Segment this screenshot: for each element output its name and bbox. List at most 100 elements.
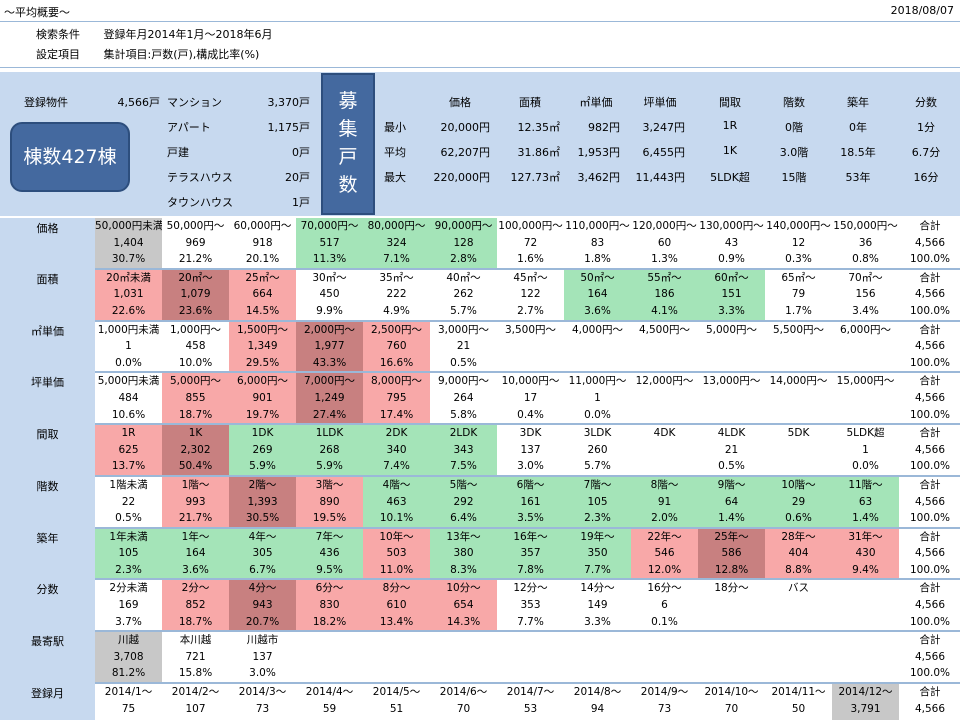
bucket-percent: 30.5% bbox=[229, 510, 296, 529]
bucket-percent: 43.3% bbox=[296, 354, 363, 374]
stat-value: 3.0階 bbox=[779, 146, 809, 159]
bucket-count: 795 bbox=[363, 389, 430, 407]
bucket-count bbox=[631, 338, 698, 355]
total-percent: 100.0% bbox=[899, 302, 960, 322]
stat-value: 0階 bbox=[785, 121, 803, 134]
bucket-label: 4年～ bbox=[229, 527, 296, 546]
bucket-label: 130,000円～ bbox=[699, 220, 764, 232]
bucket-percent: 7.7% bbox=[564, 561, 631, 581]
type-name: マンション bbox=[167, 96, 222, 109]
bucket-percent: 5.7% bbox=[430, 302, 497, 322]
total-label: 合計 bbox=[919, 686, 941, 699]
total-label: 合計 bbox=[919, 427, 941, 440]
bucket-count: 222 bbox=[386, 288, 407, 301]
bucket-label: 9,000円～ bbox=[437, 375, 490, 388]
bucket-percent: 0.5% bbox=[430, 354, 497, 374]
row-label: 面積 bbox=[0, 268, 95, 321]
bucket-percent: 11.3% bbox=[296, 251, 363, 270]
total-percent: 100.0% bbox=[899, 354, 960, 374]
bucket-label: 10,000円～ bbox=[501, 375, 560, 388]
bucket-label: 2014/3～ bbox=[238, 686, 287, 699]
bucket-label: 10年～ bbox=[363, 527, 430, 546]
total-percent: 100.0% bbox=[899, 251, 960, 270]
bucket-count: 1,349 bbox=[229, 338, 296, 355]
bucket-percent bbox=[564, 665, 631, 685]
bucket-percent: 2.7% bbox=[497, 302, 564, 322]
condition-key: 検索条件 bbox=[36, 28, 80, 41]
stat-header: 坪単価 bbox=[643, 96, 677, 109]
bucket-percent: 8.8% bbox=[765, 561, 832, 581]
bucket-percent: 11.0% bbox=[363, 561, 430, 581]
bucket-percent: 0.0% bbox=[564, 406, 631, 426]
bucket-count: 75 bbox=[121, 702, 136, 715]
stat-value: 6,455円 bbox=[642, 146, 686, 159]
bucket-percent: 0.9% bbox=[698, 251, 765, 270]
bucket-count: 21 bbox=[456, 340, 471, 353]
bucket-count: 51 bbox=[389, 702, 404, 715]
total-label: 合計 bbox=[919, 271, 941, 284]
total-percent: 100.0% bbox=[899, 406, 960, 426]
bucket-percent: 17.4% bbox=[363, 406, 430, 426]
bucket-count bbox=[497, 649, 564, 666]
stat-value: 20,000円 bbox=[440, 121, 491, 134]
bucket-count: 161 bbox=[497, 493, 564, 511]
bucket-percent: 3.4% bbox=[832, 302, 899, 322]
bucket-count: 458 bbox=[185, 340, 206, 353]
bucket-percent: 18.7% bbox=[162, 613, 229, 633]
stat-value: 15階 bbox=[781, 171, 807, 184]
bucket-percent bbox=[564, 354, 631, 374]
bucket-count: 430 bbox=[832, 545, 899, 562]
bucket-count: 269 bbox=[229, 441, 296, 459]
conditions-panel: 検索条件 登録年月2014年1月～2018年6月 設定項目 集計項目:戸数(戸)… bbox=[0, 22, 960, 68]
stat-value: 1K bbox=[722, 144, 738, 157]
bucket-count: 721 bbox=[185, 650, 206, 663]
bucket-label bbox=[564, 631, 631, 649]
bucket-count: 3,791 bbox=[832, 700, 899, 718]
bucket-percent: 19.7% bbox=[229, 406, 296, 426]
stat-header: 階数 bbox=[783, 96, 805, 109]
bucket-label: 12分～ bbox=[513, 582, 548, 595]
bucket-label: 100,000円～ bbox=[498, 220, 563, 232]
bucket-percent: 4.1% bbox=[631, 302, 698, 322]
bucket-count: 324 bbox=[363, 234, 430, 252]
bucket-count bbox=[765, 390, 832, 407]
total-count: 4,566 bbox=[914, 599, 946, 612]
bucket-percent: 3.0% bbox=[497, 458, 564, 477]
bucket-count: 137 bbox=[252, 650, 273, 663]
bucket-label: 5,000円～ bbox=[705, 323, 758, 336]
bucket-percent: 21.2% bbox=[162, 251, 229, 270]
bucket-label: 2,000円～ bbox=[296, 320, 363, 339]
bucket-percent: 12.0% bbox=[631, 561, 698, 581]
stat-value: 18.5年 bbox=[840, 146, 876, 159]
bucket-label: 1R bbox=[95, 424, 162, 442]
bucket-count: 72 bbox=[523, 236, 538, 249]
bucket-percent: 3.6% bbox=[564, 302, 631, 322]
bucket-count: 6 bbox=[661, 599, 668, 612]
bucket-percent bbox=[832, 665, 899, 685]
building-count-button[interactable]: 棟数427棟 bbox=[10, 122, 130, 192]
type-name: テラスハウス bbox=[167, 171, 233, 184]
bucket-count: 156 bbox=[855, 288, 876, 301]
bucket-percent: 10.6% bbox=[95, 406, 162, 426]
bucket-count: 1 bbox=[594, 391, 601, 404]
bucket-percent bbox=[631, 354, 698, 374]
bucket-count bbox=[832, 390, 899, 407]
bucket-percent: 6.4% bbox=[430, 510, 497, 529]
bucket-label: 4,000円～ bbox=[571, 323, 624, 336]
bucket-label: 1,500円～ bbox=[229, 320, 296, 339]
bucket-percent bbox=[832, 406, 899, 426]
registered-label: 登録物件 bbox=[24, 96, 68, 109]
total-label: 合計 bbox=[919, 220, 941, 232]
bucket-label: 3階～ bbox=[296, 475, 363, 494]
bucket-count bbox=[564, 649, 631, 666]
bucket-label: 16年～ bbox=[497, 527, 564, 546]
bucket-percent: 0.5% bbox=[698, 458, 765, 477]
bucket-label bbox=[698, 631, 765, 649]
total-count: 4,566 bbox=[914, 650, 946, 663]
bucket-label: 40㎡～ bbox=[446, 271, 481, 284]
recruit-count-button[interactable]: 募集戸数 bbox=[321, 73, 375, 215]
bucket-percent: 1.8% bbox=[564, 251, 631, 270]
bucket-percent: 3.7% bbox=[95, 613, 162, 633]
bucket-count: 264 bbox=[453, 391, 474, 404]
bucket-percent: 15.8% bbox=[162, 665, 229, 685]
